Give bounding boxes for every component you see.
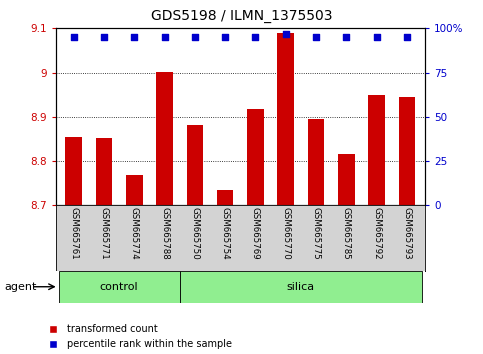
Point — [221, 34, 229, 40]
Bar — [180, 271, 422, 303]
Bar — [247, 109, 264, 205]
Point — [70, 34, 78, 40]
Point — [403, 34, 411, 40]
Text: GSM665785: GSM665785 — [342, 207, 351, 260]
Point — [191, 34, 199, 40]
Point — [161, 34, 169, 40]
Bar — [277, 33, 294, 205]
Text: GSM665770: GSM665770 — [281, 207, 290, 260]
Text: GSM665774: GSM665774 — [130, 207, 139, 260]
Bar — [217, 190, 233, 205]
Bar — [338, 154, 355, 205]
Bar — [126, 175, 142, 205]
Text: GSM665750: GSM665750 — [190, 207, 199, 260]
Text: GSM665775: GSM665775 — [312, 207, 321, 260]
Bar — [368, 95, 385, 205]
Legend: transformed count, percentile rank within the sample: transformed count, percentile rank withi… — [43, 324, 232, 349]
Point — [312, 34, 320, 40]
Point — [282, 31, 290, 36]
Bar — [58, 271, 180, 303]
Bar — [156, 72, 173, 205]
Text: GSM665771: GSM665771 — [99, 207, 109, 260]
Point — [342, 34, 350, 40]
Text: silica: silica — [287, 282, 315, 292]
Text: control: control — [100, 282, 139, 292]
Text: GSM665792: GSM665792 — [372, 207, 381, 260]
Text: GSM665761: GSM665761 — [69, 207, 78, 260]
Point — [100, 34, 108, 40]
Text: GSM665769: GSM665769 — [251, 207, 260, 260]
Text: GDS5198 / ILMN_1375503: GDS5198 / ILMN_1375503 — [151, 9, 332, 23]
Point — [252, 34, 259, 40]
Text: GSM665793: GSM665793 — [402, 207, 412, 260]
Bar — [96, 138, 113, 205]
Point — [130, 34, 138, 40]
Bar — [308, 119, 325, 205]
Bar — [186, 125, 203, 205]
Text: GSM665754: GSM665754 — [221, 207, 229, 260]
Text: agent: agent — [5, 282, 37, 292]
Text: GSM665788: GSM665788 — [160, 207, 169, 260]
Point — [373, 34, 381, 40]
Bar — [398, 97, 415, 205]
Bar — [65, 137, 82, 205]
